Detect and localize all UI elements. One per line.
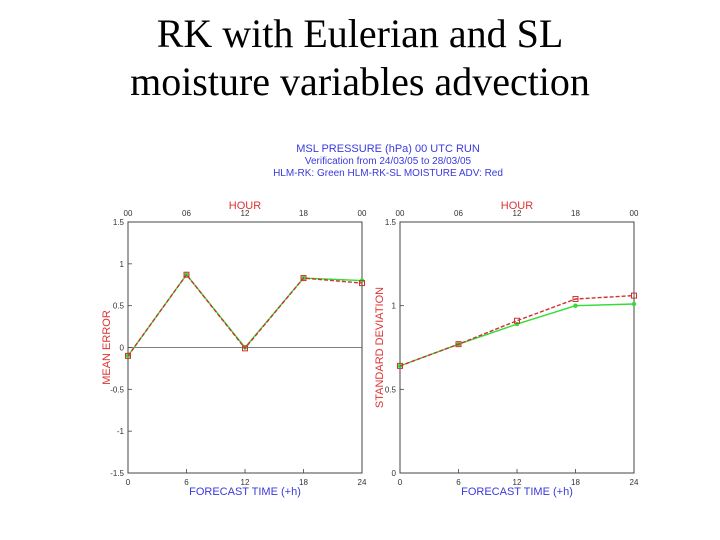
data-point-rk-sl [572,295,579,302]
top-hour-tick-label: 18 [299,209,308,218]
top-hour-label: HOUR [229,200,261,212]
y-tick-label: 0 [392,469,397,478]
y-axis-label: STANDARD DEVIATION [374,287,386,408]
y-tick-label: 0.5 [113,302,125,311]
figure-header-line-2: Verification from 24/03/05 to 28/03/05 [305,156,472,167]
y-tick-label: 1 [120,260,125,269]
data-point-rk [631,301,637,307]
data-point-rk-sl [300,275,307,282]
x-axis-label: FORECAST TIME (+h) [461,486,573,498]
data-point-rk [573,303,578,308]
y-tick-label: -1 [117,427,125,436]
x-tick-label: 18 [299,478,308,487]
x-tick-label: 24 [358,478,367,487]
plot-frame [399,221,635,474]
top-hour-tick-label: 00 [396,209,405,218]
x-tick-label: 0 [398,478,403,487]
top-hour-tick-label: 06 [182,209,191,218]
data-point-rk-sl [242,345,248,352]
data-point-rk [514,321,520,327]
y-tick-label: 1.5 [113,218,125,227]
x-tick-label: 12 [241,478,250,487]
x-tick-label: 24 [630,478,639,487]
data-point-rk-sl [514,317,520,324]
y-axis-label: MEAN ERROR [101,310,113,385]
top-hour-tick-label: 12 [513,209,522,218]
data-point-rk-sl [359,280,365,287]
x-tick-label: 6 [456,478,461,487]
slide-title: RK with Eulerian and SL moisture variabl… [0,10,720,106]
y-tick-label: 1.5 [385,218,397,227]
top-hour-tick-label: 06 [454,209,463,218]
data-point-rk-sl [125,352,131,359]
data-point-rk-sl [397,362,403,369]
top-hour-tick-label: 18 [571,209,580,218]
x-tick-label: 12 [513,478,522,487]
y-tick-label: -0.5 [110,385,124,394]
figure-header-line-1: MSL PRESSURE (hPa) 00 UTC RUN [296,143,480,155]
y-tick-label: -1.5 [110,469,124,478]
mean-error-panel: -1.5-1-0.500.511.5000606121218182400HOUR… [101,200,367,498]
x-tick-label: 18 [571,478,580,487]
top-hour-tick-label: 00 [630,209,639,218]
x-tick-label: 0 [126,478,131,487]
x-axis-label: FORECAST TIME (+h) [189,486,301,498]
series-line-rk [399,303,635,367]
data-point-rk-sl [455,341,462,348]
series-line-rk-sl [127,273,363,357]
y-tick-label: 0 [120,344,125,353]
top-hour-tick-label: 12 [241,209,250,218]
data-point-rk-sl [183,271,190,278]
figure-header-line-3: HLM-RK: Green HLM-RK-SL MOISTURE ADV: Re… [273,168,503,179]
y-tick-label: 0.5 [385,385,397,394]
top-hour-label: HOUR [501,200,533,212]
top-hour-tick-label: 00 [124,209,133,218]
series-line-rk-sl [399,294,635,367]
y-tick-label: 1 [392,302,397,311]
x-tick-label: 6 [184,478,189,487]
slide-title-line-1: RK with Eulerian and SL [156,11,564,56]
top-hour-tick-label: 00 [358,209,367,218]
data-point-rk-sl [631,292,637,299]
slide-title-line-2: moisture variables advection [130,59,590,104]
series-line-rk [127,273,363,357]
